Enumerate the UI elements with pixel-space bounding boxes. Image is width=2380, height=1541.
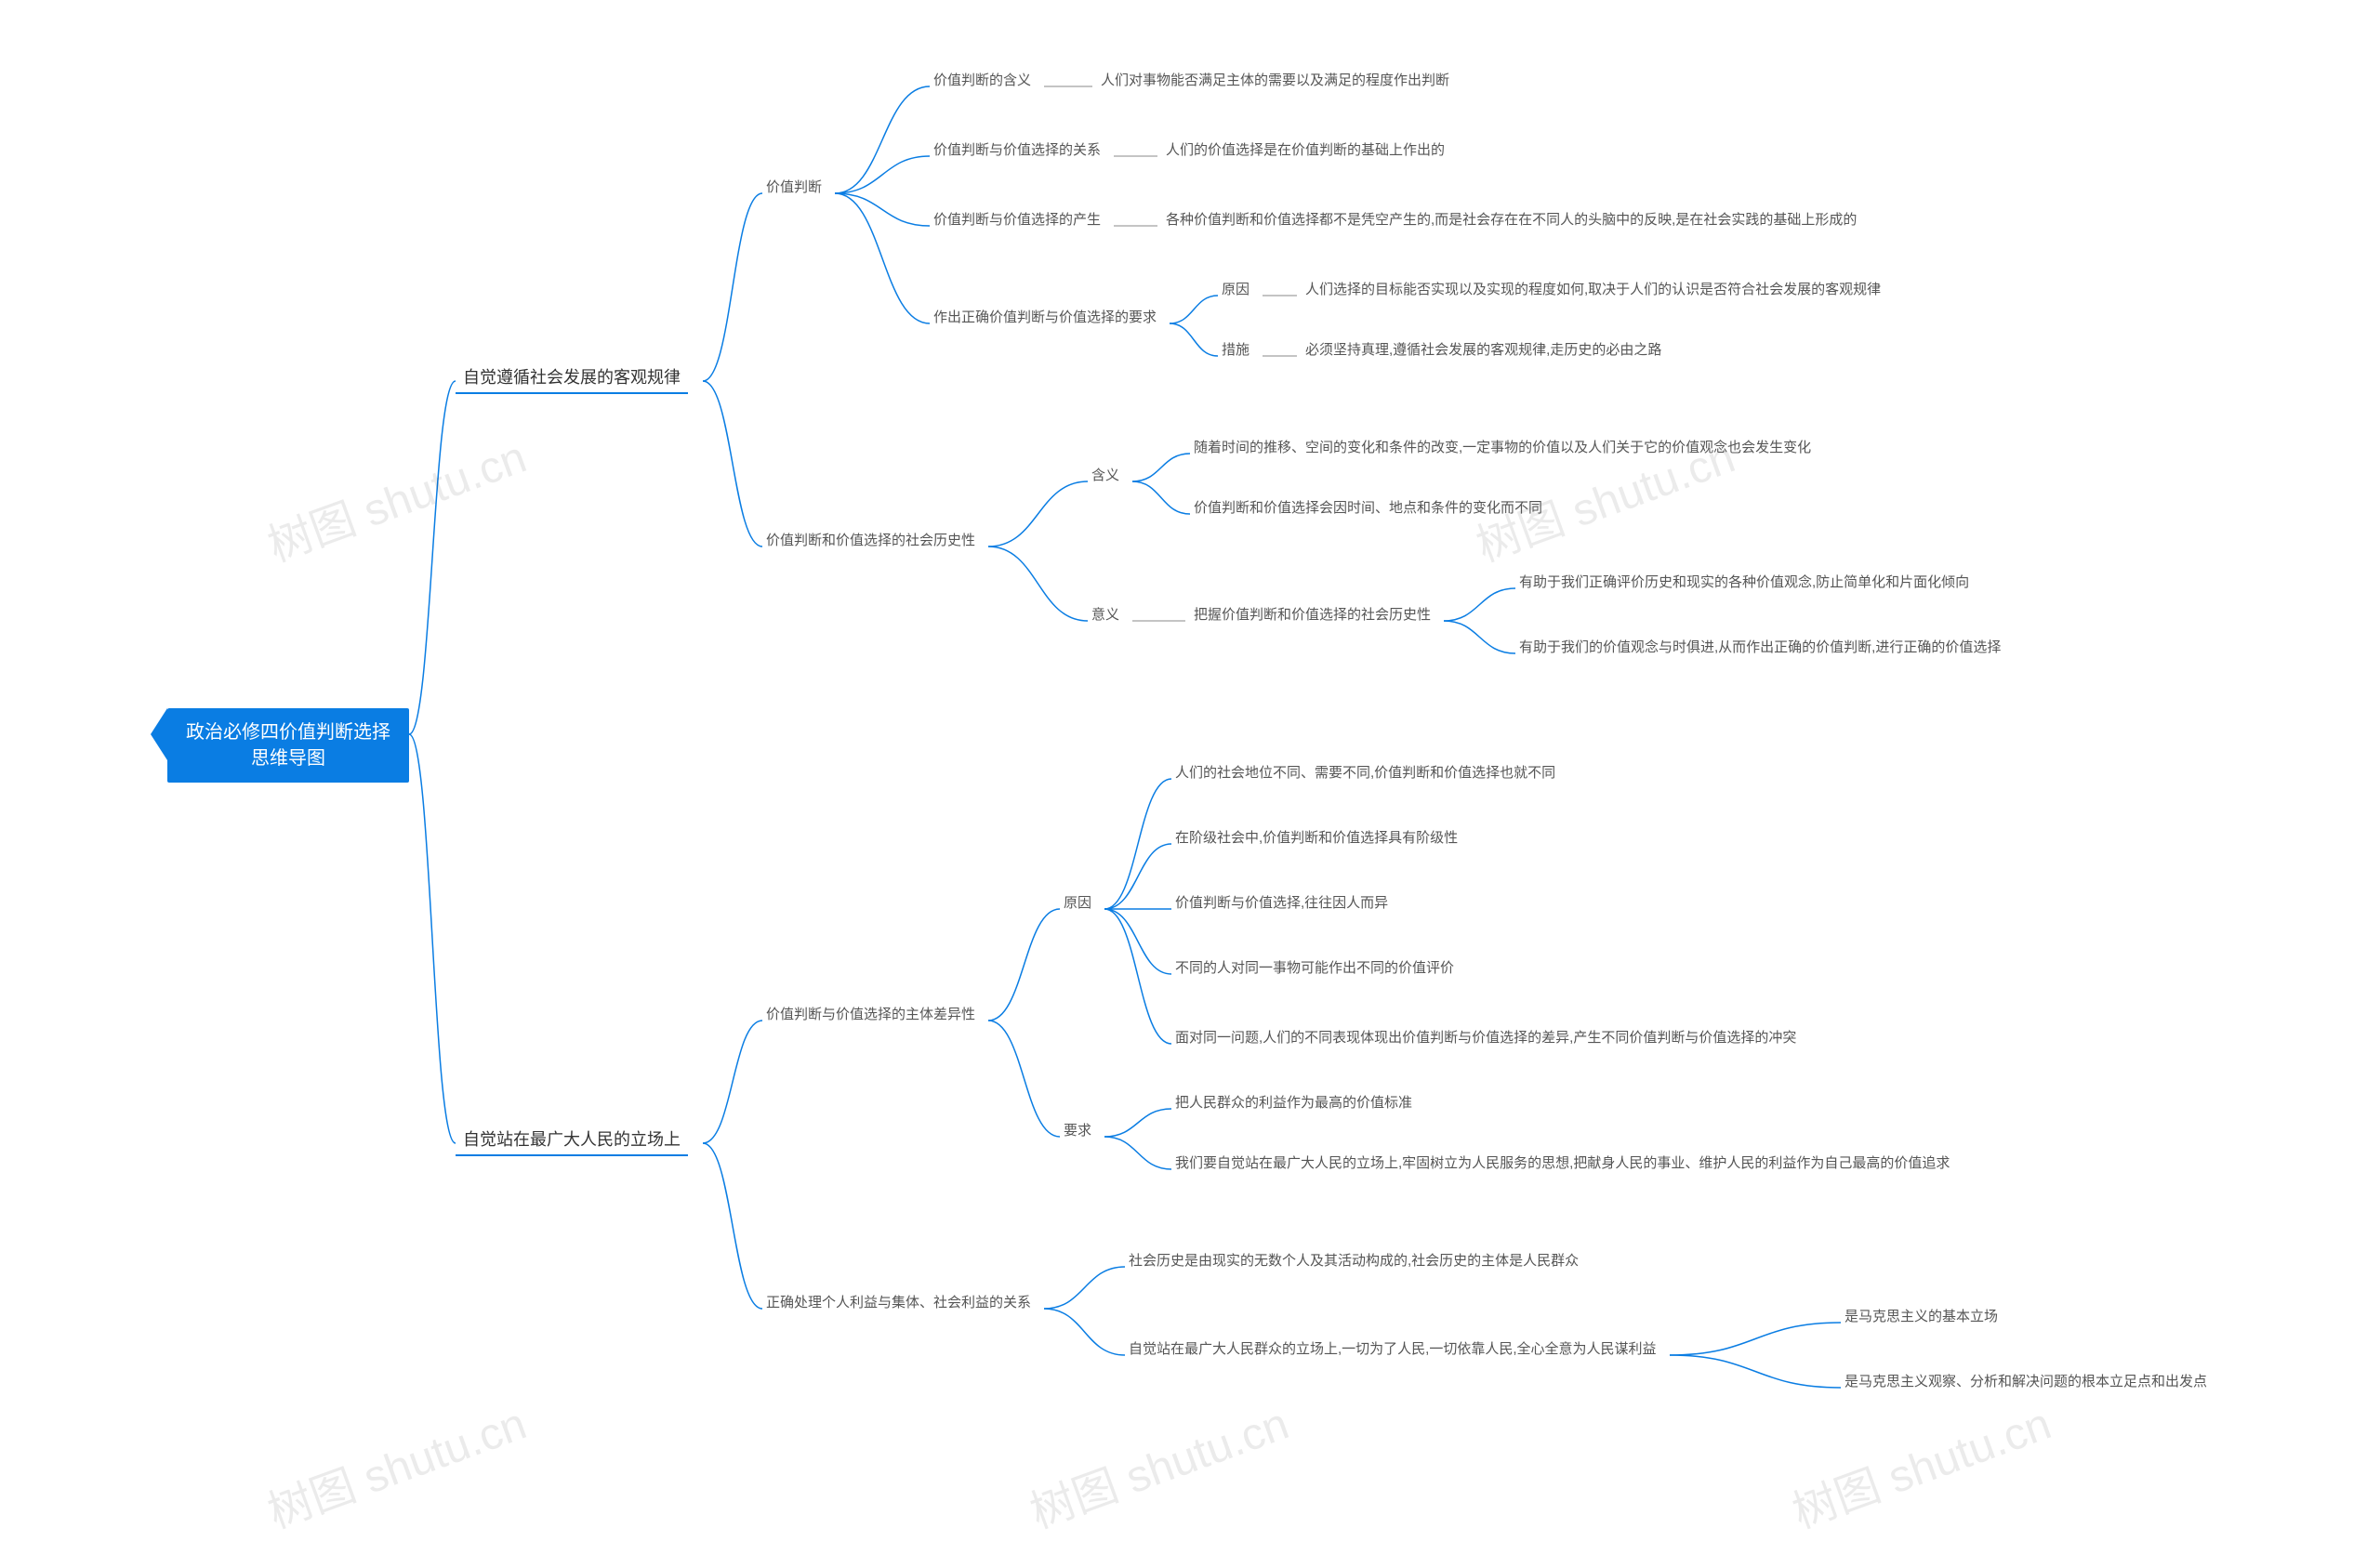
- leaf-n10: 自觉站在最广大人民群众的立场上,一切为了人民,一切依靠人民,全心全意为人民谋利益: [1125, 1337, 1660, 1360]
- watermark: 树图 shutu.cn: [258, 1387, 534, 1540]
- leaf-n5a: 随着时间的推移、空间的变化和条件的改变,一定事物的价值以及人们关于它的价值观念也…: [1190, 435, 1815, 458]
- leaf-n8b: 我们要自觉站在最广大人民的立场上,牢固树立为人民服务的思想,把献身人民的事业、维…: [1171, 1151, 1953, 1174]
- leaf-n2: 人们的价值选择是在价值判断的基础上作出的: [1162, 138, 1448, 161]
- node-n4b: 措施: [1218, 337, 1253, 361]
- watermark: 树图 shutu.cn: [1782, 1387, 2058, 1540]
- leaf-n7a: 人们的社会地位不同、需要不同,价值判断和价值选择也就不同: [1171, 760, 1559, 784]
- leaf-n10a: 是马克思主义的基本立场: [1841, 1304, 2002, 1327]
- watermark: 树图 shutu.cn: [1020, 1387, 1296, 1540]
- watermark: 树图 shutu.cn: [258, 420, 534, 573]
- leaf-n1: 人们对事物能否满足主体的需要以及满足的程度作出判断: [1097, 68, 1453, 91]
- branch-b2: 自觉站在最广大人民的立场上: [456, 1123, 688, 1156]
- node-n3: 价值判断与价值选择的产生: [930, 207, 1104, 230]
- leaf-n5b: 价值判断和价值选择会因时间、地点和条件的变化而不同: [1190, 495, 1546, 519]
- node-n5: 含义: [1088, 463, 1123, 486]
- node-b2s1: 价值判断与价值选择的主体差异性: [762, 1002, 979, 1025]
- leaf-n8a: 把人民群众的利益作为最高的价值标准: [1171, 1090, 1416, 1113]
- node-n4a: 原因: [1218, 277, 1253, 300]
- node-b1s1: 价值判断: [762, 175, 826, 198]
- leaf-n6a: 有助于我们正确评价历史和现实的各种价值观念,防止简单化和片面化倾向: [1515, 570, 1973, 593]
- leaf-n7d: 不同的人对同一事物可能作出不同的价值评价: [1171, 955, 1458, 979]
- root-title-line1: 政治必修四价值判断选择思维导图: [186, 722, 390, 769]
- leaf-n6: 把握价值判断和价值选择的社会历史性: [1190, 602, 1435, 626]
- node-b2s2: 正确处理个人利益与集体、社会利益的关系: [762, 1290, 1035, 1313]
- node-n7: 原因: [1060, 890, 1095, 914]
- node-b1s2: 价值判断和价值选择的社会历史性: [762, 528, 979, 551]
- root-node: 政治必修四价值判断选择思维导图: [167, 708, 409, 783]
- leaf-n4b: 必须坚持真理,遵循社会发展的客观规律,走历史的必由之路: [1302, 337, 1665, 361]
- leaf-n3: 各种价值判断和价值选择都不是凭空产生的,而是社会存在在不同人的头脑中的反映,是在…: [1162, 207, 1860, 230]
- leaf-n7c: 价值判断与价值选择,往往因人而异: [1171, 890, 1392, 914]
- node-n4: 作出正确价值判断与价值选择的要求: [930, 305, 1160, 328]
- node-n6: 意义: [1088, 602, 1123, 626]
- node-n8: 要求: [1060, 1118, 1095, 1141]
- branch-b1: 自觉遵循社会发展的客观规律: [456, 361, 688, 394]
- leaf-n9: 社会历史是由现实的无数个人及其活动构成的,社会历史的主体是人民群众: [1125, 1248, 1582, 1271]
- leaf-n6b: 有助于我们的价值观念与时俱进,从而作出正确的价值判断,进行正确的价值选择: [1515, 635, 2004, 658]
- node-n1: 价值判断的含义: [930, 68, 1035, 91]
- node-n2: 价值判断与价值选择的关系: [930, 138, 1104, 161]
- leaf-n7b: 在阶级社会中,价值判断和价值选择具有阶级性: [1171, 825, 1461, 849]
- root-arrow: [151, 708, 167, 760]
- leaf-n4a: 人们选择的目标能否实现以及实现的程度如何,取决于人们的认识是否符合社会发展的客观…: [1302, 277, 1884, 300]
- leaf-n7e: 面对同一问题,人们的不同表现体现出价值判断与价值选择的差异,产生不同价值判断与价…: [1171, 1025, 1800, 1048]
- leaf-n10b: 是马克思主义观察、分析和解决问题的根本立足点和出发点: [1841, 1369, 2211, 1392]
